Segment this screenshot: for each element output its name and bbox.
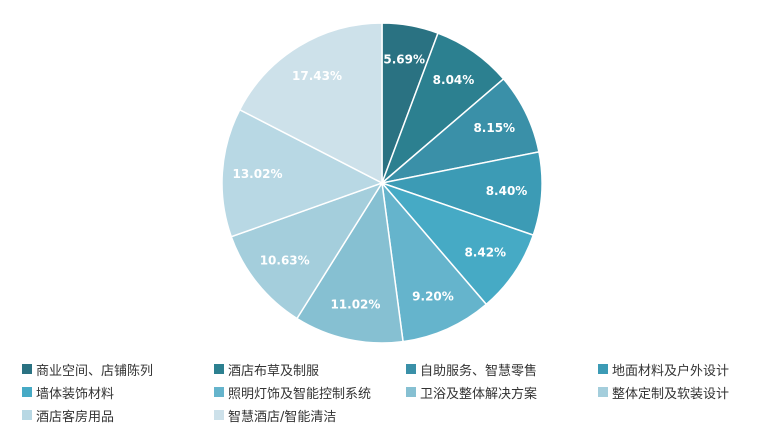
pie-slice-3 [379,150,543,237]
pie-slices [221,22,543,344]
pie-slice-label-8: 13.02% [232,167,282,181]
pie-labels: 5.69% 8.04% 8.15% 8.40% 8.42% 9.20% 11.02% 10.6… [232,53,527,312]
pie-slice-4 [379,181,535,306]
legend-item-9: 智慧酒店/智能清洁 [214,404,336,426]
legend-swatch-0 [22,364,32,374]
pie-slice-label-6: 11.02% [330,297,380,311]
pie-slice-label-7: 10.63% [260,254,310,268]
legend-label-2: 自助服务、智慧零售 [420,363,538,379]
pie-slice-label-9: 17.43% [292,69,342,83]
legend-label-5: 照明灯饰及智能控制系统 [228,386,372,402]
legend-swatch-3 [598,364,608,374]
legend-item-4: 墙体装饰材料 [22,381,114,403]
legend-item-6: 卫浴及整体解决方案 [406,381,537,403]
pie-slice-7 [230,181,384,320]
legend-label-9: 智慧酒店/智能清洁 [228,409,337,425]
legend-swatch-5 [214,387,224,397]
legend-item-7: 整体定制及软装设计 [598,381,729,403]
pie-slice-6 [295,180,404,344]
legend-label-7: 整体定制及软装设计 [612,386,730,402]
legend-label-0: 商业空间、店铺陈列 [36,363,154,379]
legend-item-3: 地面材料及户外设计 [598,358,729,380]
pie-slice-9 [238,22,383,185]
legend-item-5: 照明灯饰及智能控制系统 [214,381,371,403]
pie-slice-5 [380,180,488,343]
pie-slice-label-4: 8.42% [464,246,506,260]
legend-label-6: 卫浴及整体解决方案 [420,386,538,402]
legend-label-4: 墙体装饰材料 [36,386,115,402]
legend-item-2: 自助服务、智慧零售 [406,358,537,380]
legend-label-1: 酒店布草及制服 [228,363,320,379]
legend-label-3: 地面材料及户外设计 [612,363,730,379]
legend-swatch-9 [214,410,224,420]
pie-slice-8 [221,108,384,238]
legend-item-0: 商业空间、店铺陈列 [22,358,153,380]
legend-swatch-6 [406,387,416,397]
pie-slice-label-3: 8.40% [486,184,528,198]
pie-slice-label-1: 8.04% [433,73,475,87]
legend-swatch-8 [22,410,32,420]
legend-label-8: 酒店客房用品 [36,409,115,425]
pie-slice-label-5: 9.20% [412,289,454,303]
legend-swatch-4 [22,387,32,397]
legend-swatch-2 [406,364,416,374]
pie-slice-label-0: 5.69% [383,53,425,67]
legend-item-8: 酒店客房用品 [22,404,114,426]
pie-slice-label-2: 8.15% [473,121,515,135]
legend-item-1: 酒店布草及制服 [214,358,319,380]
legend-swatch-7 [598,387,608,397]
legend-swatch-1 [214,364,224,374]
